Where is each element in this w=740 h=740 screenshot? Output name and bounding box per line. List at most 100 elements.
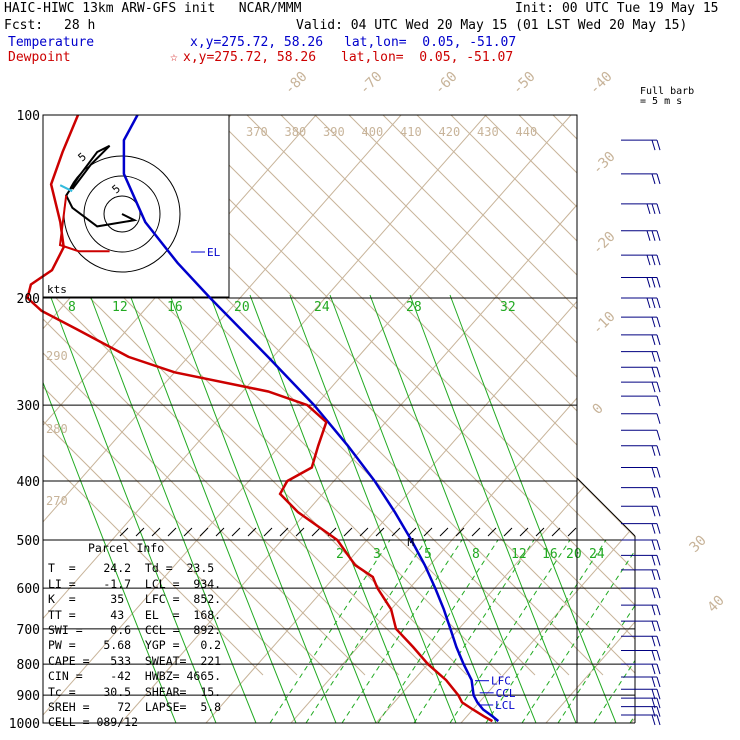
hodograph-panel [42,114,230,298]
wind-barb-flag [651,334,656,346]
mixing-ratio-label: 24 [314,300,330,315]
moist-adiabat [209,294,381,723]
isotherm-label: -70 [357,69,386,98]
theta-side-label: 280 [46,422,68,436]
level-label: LCL [495,699,515,712]
wind-barb-flag [656,605,661,616]
parcel-row: K = 35 LFC = 852. [48,592,222,607]
mixing-ratio-label: 32 [500,300,516,315]
level-label: LFC [491,675,511,688]
isotherm-label: -60 [432,69,461,98]
valid-time: Valid: 04 UTC Wed 20 May 15 (01 LST Wed … [296,18,688,33]
wind-barb-flag [651,587,656,599]
dewpoint-xy: x,y=275.72, 58.26 [183,50,317,65]
theta-label: 420 [439,125,461,139]
mixing-ratio-line [341,539,463,723]
wind-barb-flag [656,381,661,393]
dry-adiabat [43,115,400,676]
wind-barb-flag [651,254,656,266]
parcel-row: TT = 43 EL = 168. [48,607,222,622]
hodograph-ring [83,175,161,253]
wind-barb-flag [656,506,661,517]
moist-adiabat [449,294,621,723]
theta-label: 370 [246,125,268,139]
mixing-ratio-line [305,539,427,723]
dry-adiabat [144,115,635,676]
mixing-ratio-label: 5 [424,547,432,562]
hatch-mark [183,527,193,537]
wind-barb-flag [651,445,656,456]
parcel-row: CIN = -42 HWBZ= 4665. [48,669,222,684]
hatch-mark [471,527,481,537]
hatch-mark [375,527,385,537]
mixing-ratio-label: 16 [167,300,183,315]
dewpoint-latlon: lat,lon= 0.05, -51.07 [341,50,514,65]
melting-level-label: M [407,536,414,549]
wind-barb-flag [651,569,656,581]
wind-barb-flag [656,445,661,456]
plot-edge [576,477,636,537]
theta-label: 390 [323,125,345,139]
wind-barb-flag [646,297,651,309]
hatch-mark [231,527,241,537]
isotherm [545,115,635,723]
parcel-row: Tc = 30.5 SHEAR= 15. [48,684,222,699]
mixing-ratio-label: 3 [373,547,381,562]
hatch-mark [343,527,353,537]
hatch-mark [263,527,273,537]
isotherm-label: -20 [590,229,619,258]
mixing-ratio-label: 20 [234,300,250,315]
moist-adiabat [369,294,541,723]
parcel-row: LI = -1.7 LCL = 934. [48,576,222,591]
wind-barb-flag [656,676,661,688]
hatch-mark [519,527,529,537]
wind-barb-flag [656,697,661,709]
mixing-ratio-label: 2 [336,547,344,562]
hodograph-units: kts [47,283,67,296]
hatch-mark [487,527,497,537]
theta-side-label: 270 [46,494,68,508]
dry-adiabat [43,115,434,676]
isotherm [290,115,635,723]
isotherm-label: -30 [590,149,619,178]
dewpoint-star-icon: ☆ [170,50,178,65]
wind-barb-flag [651,381,656,393]
hatch-mark [503,527,513,537]
hatch-mark [119,527,129,537]
wind-barb-flag [651,203,656,214]
wind-barb-flag [656,569,661,581]
wind-barb-flag [656,173,661,185]
wind-barb-flag [651,367,656,378]
wind-barb-flag [656,663,661,675]
hatch-mark [455,527,465,537]
forecast-hour: 28 h [64,18,96,33]
pressure-tick-label: 100 [17,109,40,124]
moist-adiabat [169,294,341,723]
pressure-tick-label: 800 [17,658,40,673]
moist-adiabat [49,294,221,723]
wind-barb-flag [656,706,661,717]
init-time: Init: 00 UTC Tue 19 May 15 [515,1,719,16]
moist-adiabat [43,294,181,723]
mixing-ratio-label: 20 [566,547,582,562]
wind-barb-flag [651,621,656,632]
mixing-ratio-line [377,539,499,723]
wind-barb-flag [656,316,661,328]
temperature-legend: Temperature [8,35,95,50]
theta-label: 430 [477,125,499,139]
moist-adiabat [129,294,301,723]
temperature-profile [122,114,500,723]
wind-barb-flag [651,555,656,566]
dewpoint-legend: Dewpoint [8,50,71,65]
dry-adiabat [212,115,635,676]
hatch-mark [199,527,209,537]
wind-barb-flag [656,254,661,266]
temperature-xy: x,y=275.72, 58.26 [190,35,324,50]
pressure-tick-label: 600 [17,582,40,597]
temperature-latlon: lat,lon= 0.05, -51.07 [344,35,517,50]
dry-adiabat [178,115,635,676]
dry-adiabat [43,115,366,676]
wind-barb-flag [651,277,656,288]
